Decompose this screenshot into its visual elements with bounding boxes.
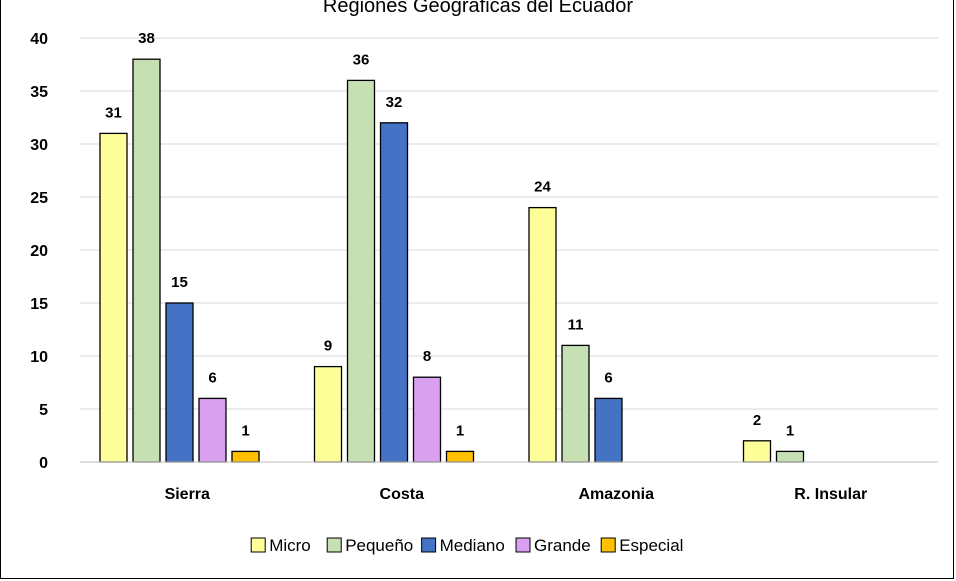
legend-swatch [515, 537, 531, 553]
data-label: 1 [241, 422, 249, 439]
y-tick-label: 30 [30, 137, 48, 154]
legend-swatch [421, 537, 437, 553]
y-tick-label: 25 [30, 190, 48, 207]
bar-mediano [594, 397, 623, 463]
x-category-label: Costa [380, 486, 425, 503]
legend: Micro Pequeño Mediano Grande Especial [250, 536, 683, 555]
data-label: 2 [753, 412, 761, 429]
data-label: 9 [324, 338, 332, 355]
data-label: 38 [138, 30, 155, 47]
bar-pequeño [346, 79, 376, 463]
bars [99, 58, 805, 463]
x-category-label: Sierra [165, 486, 210, 503]
legend-label: Micro [269, 536, 311, 555]
y-tick-label: 15 [30, 296, 48, 313]
bar-especial [445, 450, 475, 463]
bar-micro [313, 365, 343, 463]
data-label: 24 [534, 179, 551, 196]
bar-especial [231, 450, 260, 463]
data-label: 1 [786, 422, 794, 439]
legend-label: Pequeño [345, 536, 413, 555]
y-tick-label: 40 [30, 31, 48, 48]
data-label: 36 [353, 51, 370, 68]
bar-pequeño [775, 450, 805, 463]
data-label: 8 [423, 348, 431, 365]
y-tick-label: 20 [30, 243, 48, 260]
legend-label: Grande [534, 536, 591, 555]
y-tick-label: 35 [30, 84, 48, 101]
x-category-label: R. Insular [794, 486, 867, 503]
y-tick-label: 10 [30, 349, 48, 366]
data-label: 1 [456, 422, 464, 439]
data-labels: 31 38 15 6 1 9 36 32 8 1 24 11 6 2 1 [105, 30, 794, 439]
bar-micro [528, 206, 557, 463]
bar-grande [198, 397, 227, 463]
chart-title: Regiones Geográficas del Ecuador [323, 0, 634, 17]
legend-label: Mediano [440, 536, 505, 555]
x-category-label: Amazonia [578, 486, 654, 503]
bar-grande [412, 376, 442, 463]
y-axis-ticks: 0 5 10 15 20 25 30 35 40 [30, 31, 48, 472]
legend-swatch [326, 537, 342, 553]
bar-mediano [165, 302, 194, 463]
data-label: 32 [386, 94, 403, 111]
data-label: 31 [105, 104, 122, 121]
data-label: 6 [208, 369, 216, 386]
bar-mediano [379, 122, 409, 463]
data-label: 11 [568, 316, 584, 333]
x-axis-categories: Sierra Costa Amazonia R. Insular [165, 486, 868, 503]
legend-label: Especial [619, 536, 683, 555]
bar-pequeño [132, 58, 161, 463]
data-label: 6 [604, 369, 612, 386]
y-tick-label: 5 [39, 402, 48, 419]
bar-micro [99, 132, 128, 463]
legend-swatch [250, 537, 266, 553]
bar-micro [742, 440, 772, 463]
data-label: 15 [171, 274, 188, 291]
y-tick-label: 0 [39, 455, 48, 472]
legend-swatch [600, 537, 616, 553]
gridlines [80, 37, 938, 410]
bar-pequeño [561, 344, 590, 463]
